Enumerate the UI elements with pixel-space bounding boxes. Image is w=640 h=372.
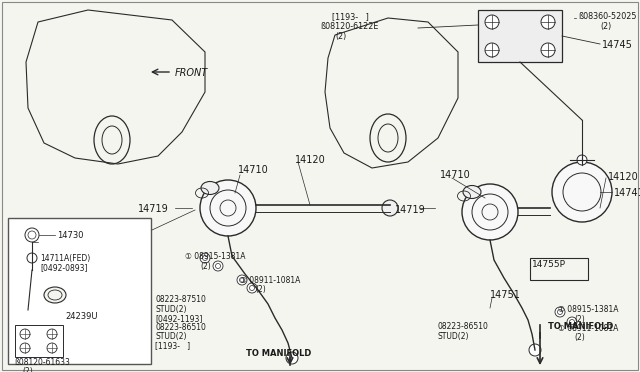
Circle shape: [20, 343, 30, 353]
Circle shape: [567, 317, 577, 327]
Text: 14711A(FED): 14711A(FED): [40, 254, 90, 263]
Text: 14710: 14710: [238, 165, 269, 175]
Text: 14719: 14719: [395, 205, 426, 215]
Bar: [478, 10, 562, 62]
Bar: [530, 258, 588, 280]
Text: ① 08915-1381A: ① 08915-1381A: [185, 252, 246, 261]
Circle shape: [213, 261, 223, 271]
Circle shape: [541, 43, 555, 57]
Text: (2): (2): [335, 32, 346, 41]
Text: STUD(2): STUD(2): [438, 332, 470, 341]
Circle shape: [485, 43, 499, 57]
Ellipse shape: [463, 186, 481, 199]
Bar: [15, 325, 63, 357]
Text: (2): (2): [255, 285, 266, 294]
Circle shape: [286, 352, 298, 364]
Circle shape: [200, 180, 256, 236]
Text: 14730: 14730: [57, 231, 83, 240]
Text: (2): (2): [574, 315, 585, 324]
Text: FRONT: FRONT: [175, 68, 208, 78]
Circle shape: [25, 228, 39, 242]
Circle shape: [382, 200, 398, 216]
Text: 14710: 14710: [440, 170, 471, 180]
Circle shape: [47, 329, 57, 339]
Text: 08223-86510: 08223-86510: [155, 323, 206, 332]
Circle shape: [237, 275, 247, 285]
Text: 14120: 14120: [608, 172, 639, 182]
Circle shape: [552, 162, 612, 222]
Text: TO MANIFOLD: TO MANIFOLD: [246, 349, 312, 358]
Text: [1193-   ]: [1193- ]: [155, 341, 190, 350]
Text: STUD(2): STUD(2): [155, 332, 186, 341]
Circle shape: [555, 307, 565, 317]
Text: 14741: 14741: [614, 188, 640, 198]
Text: STUD(2): STUD(2): [155, 305, 186, 314]
Text: [0492-0893]: [0492-0893]: [40, 263, 88, 272]
Text: 14745: 14745: [602, 40, 633, 50]
Text: 24239U: 24239U: [65, 312, 97, 321]
Circle shape: [541, 15, 555, 29]
Text: 14719: 14719: [138, 204, 169, 214]
Text: 14755P: 14755P: [532, 260, 566, 269]
Circle shape: [27, 253, 37, 263]
Text: 14120: 14120: [295, 155, 326, 165]
Text: ß08120-61633: ß08120-61633: [14, 358, 70, 367]
Text: TO MANIFOLD: TO MANIFOLD: [548, 322, 613, 331]
Circle shape: [200, 253, 210, 263]
Text: ß08120-6122E: ß08120-6122E: [320, 22, 378, 31]
Text: (2): (2): [22, 367, 33, 372]
Text: 08223-87510: 08223-87510: [155, 295, 206, 304]
Text: (2): (2): [574, 333, 585, 342]
Circle shape: [485, 15, 499, 29]
Text: [0492-1193]: [0492-1193]: [155, 314, 202, 323]
Text: (2): (2): [200, 262, 211, 271]
Circle shape: [247, 283, 257, 293]
Text: ① 08911-1081A: ① 08911-1081A: [240, 276, 300, 285]
Ellipse shape: [201, 182, 219, 195]
Text: [1193-   ]: [1193- ]: [332, 12, 369, 21]
Text: 08223-86510: 08223-86510: [438, 322, 489, 331]
Text: ① 08915-1381A: ① 08915-1381A: [558, 305, 618, 314]
Bar: [8, 218, 151, 364]
Text: 14751: 14751: [490, 290, 521, 300]
Circle shape: [577, 155, 587, 165]
Circle shape: [47, 343, 57, 353]
Text: (2): (2): [600, 22, 611, 31]
Text: ß08360-52025: ß08360-52025: [578, 12, 637, 21]
Circle shape: [529, 344, 541, 356]
Ellipse shape: [44, 287, 66, 303]
Circle shape: [20, 329, 30, 339]
Circle shape: [462, 184, 518, 240]
Text: ① 08911-1081A: ① 08911-1081A: [558, 324, 618, 333]
